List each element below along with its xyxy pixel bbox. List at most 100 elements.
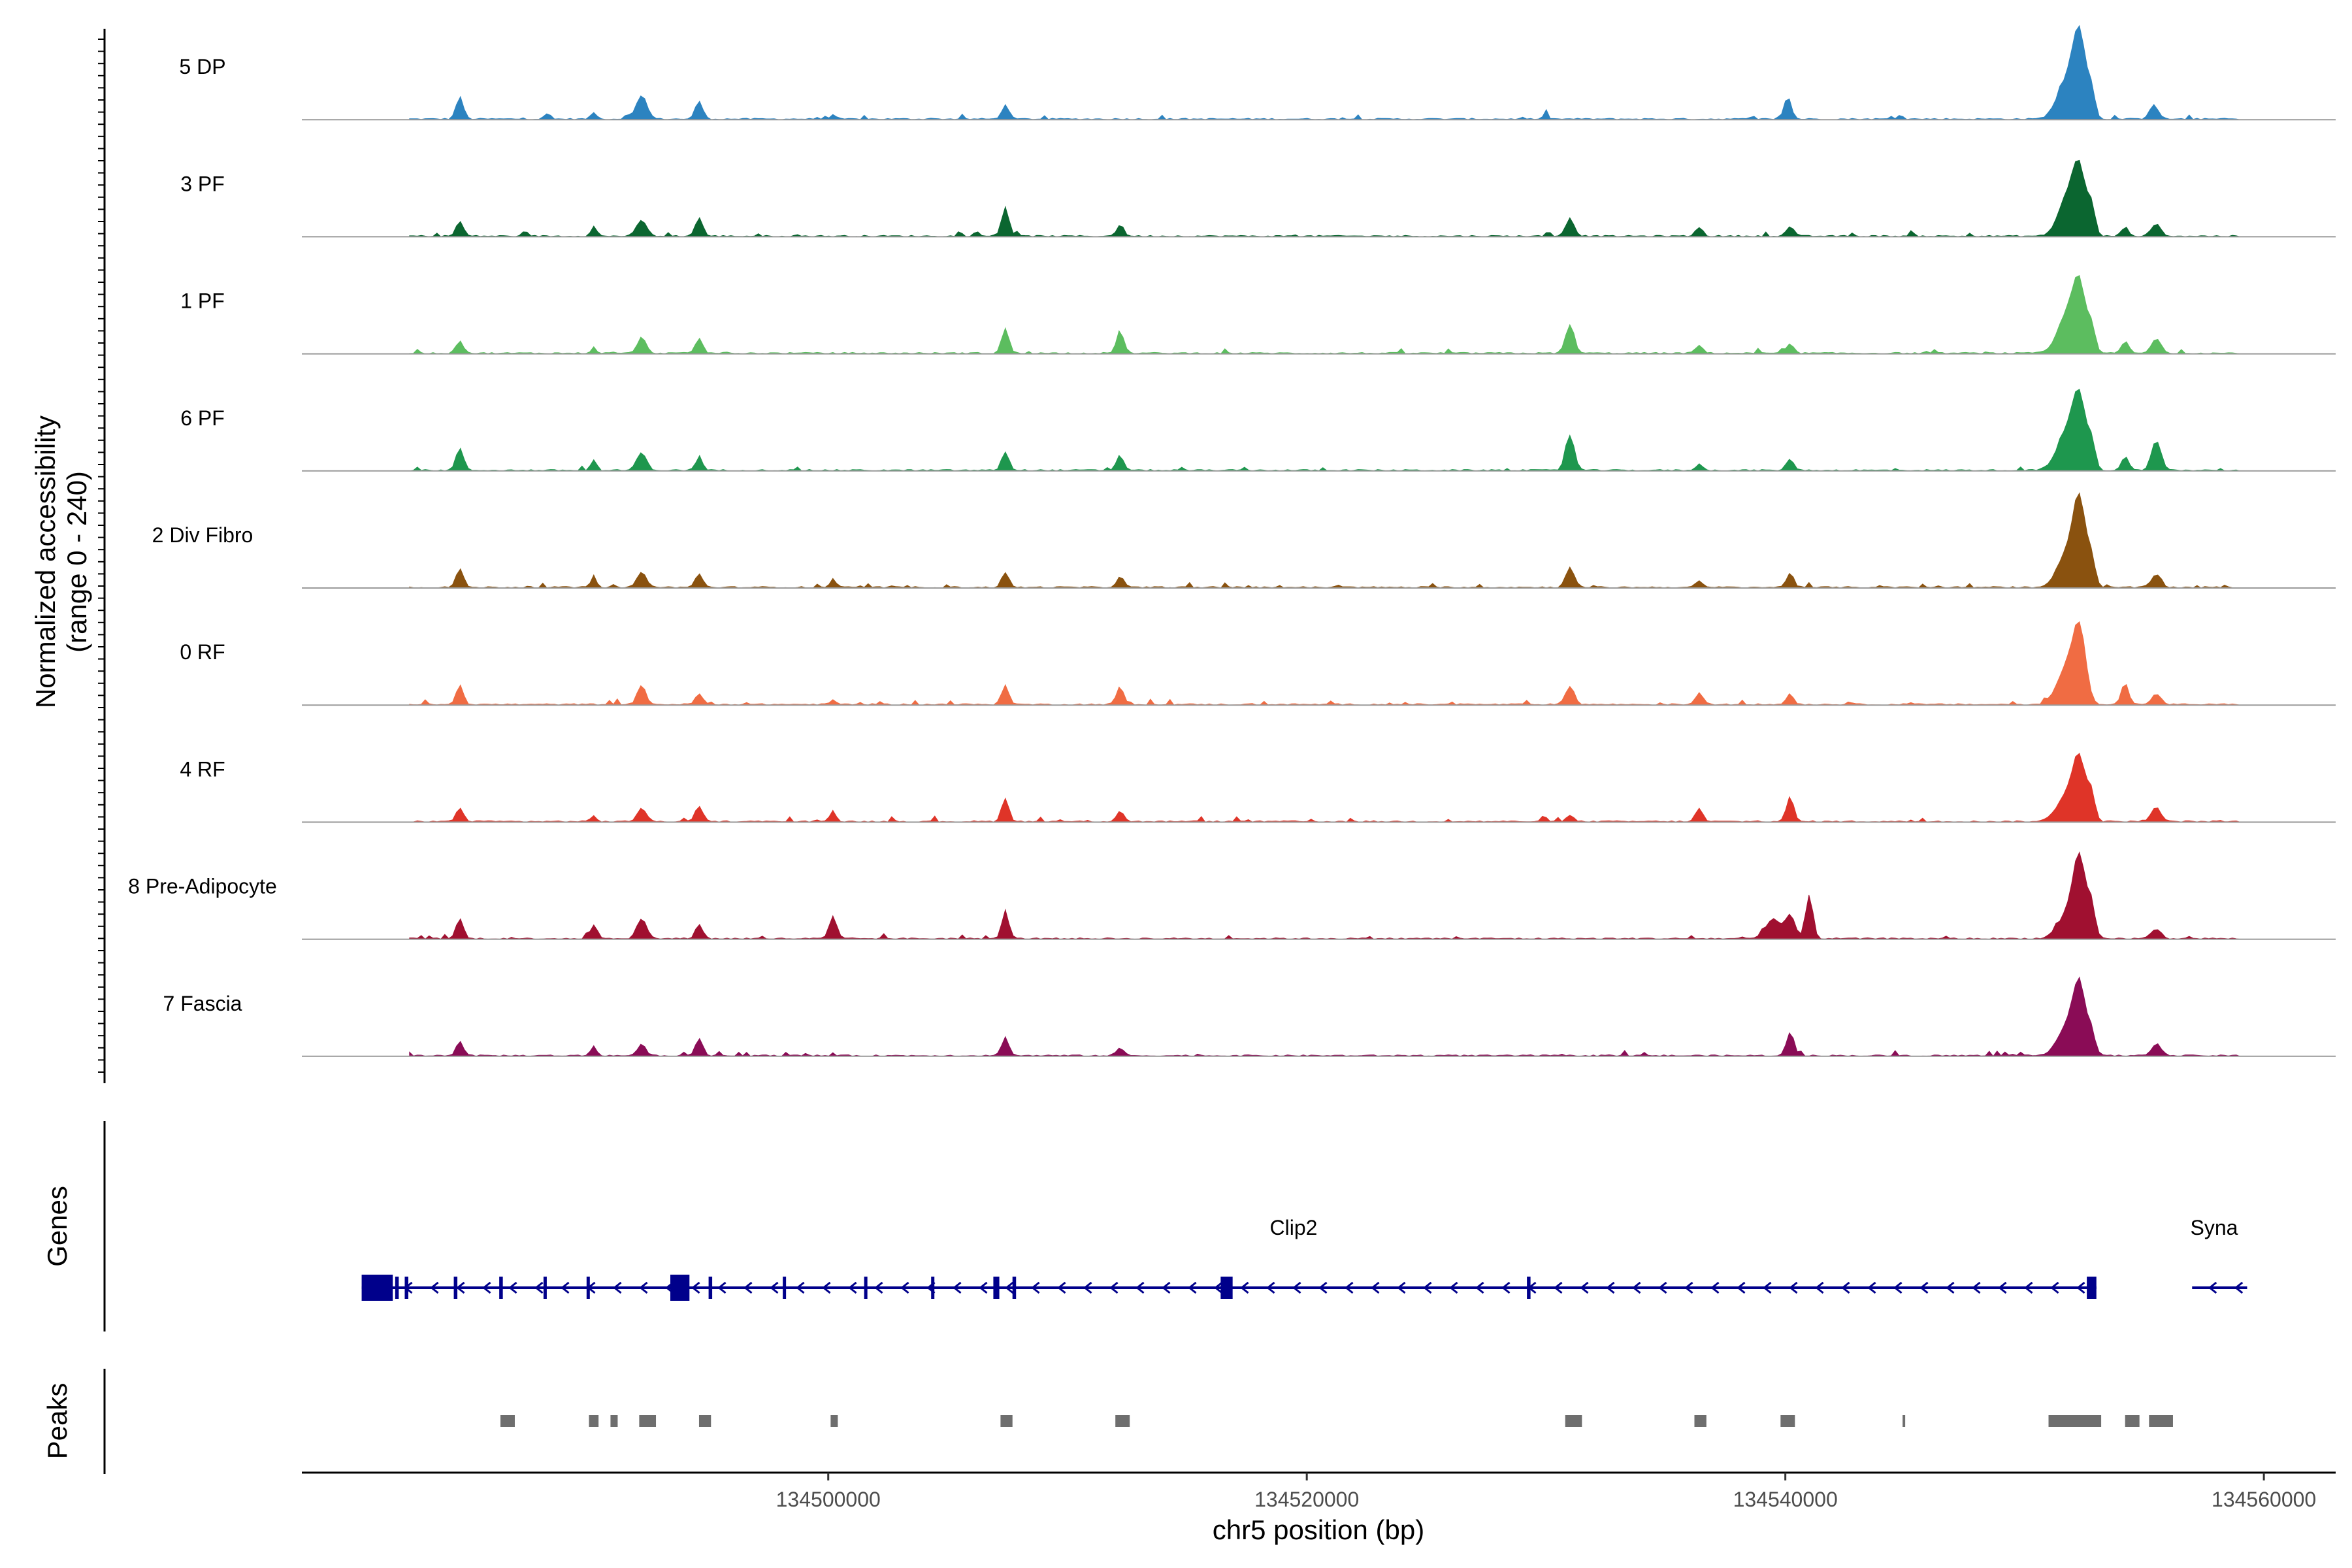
x-axis-title: chr5 position (bp) bbox=[1213, 1514, 1425, 1545]
strand-chevron bbox=[770, 1281, 779, 1294]
strand-chevron bbox=[1475, 1281, 1484, 1294]
strand-chevron bbox=[1867, 1281, 1876, 1294]
coverage-track: 0 RF bbox=[180, 621, 2336, 706]
strand-chevron bbox=[1946, 1281, 1955, 1294]
strand-chevron bbox=[2076, 1281, 2085, 1294]
gene-model: Syna bbox=[2191, 1216, 2247, 1294]
y-axis-title-line1: Normalized accessibility bbox=[30, 416, 61, 708]
strand-chevron bbox=[1214, 1281, 1223, 1294]
x-axis-tick-label: 134500000 bbox=[776, 1488, 881, 1511]
strand-chevron bbox=[717, 1281, 727, 1294]
strand-chevron bbox=[1240, 1281, 1249, 1294]
strand-chevron bbox=[1005, 1281, 1014, 1294]
strand-chevron bbox=[1031, 1281, 1040, 1294]
strand-chevron bbox=[639, 1281, 648, 1294]
coverage-area bbox=[302, 492, 2240, 589]
strand-chevron bbox=[1318, 1281, 1328, 1294]
track-label: 0 RF bbox=[180, 640, 225, 664]
strand-chevron bbox=[2050, 1281, 2059, 1294]
strand-chevron bbox=[1606, 1281, 1615, 1294]
genes-axis-title: Genes bbox=[42, 1186, 73, 1267]
coverage-area bbox=[302, 159, 2240, 237]
peaks-axis-title: Peaks bbox=[42, 1383, 73, 1460]
strand-chevron bbox=[1893, 1281, 1903, 1294]
x-axis-ticks: 134500000 134520000 134540000 134560000 bbox=[776, 1473, 2316, 1511]
coverage-track: 1 PF bbox=[180, 274, 2336, 355]
gene-exon bbox=[1012, 1277, 1017, 1299]
strand-chevron bbox=[1554, 1281, 1563, 1294]
strand-chevron bbox=[1972, 1281, 1981, 1294]
gene-name-label: Syna bbox=[2191, 1216, 2238, 1239]
track-label: 5 DP bbox=[179, 55, 225, 78]
x-axis-tick-label: 134520000 bbox=[1254, 1488, 1359, 1511]
strand-chevron bbox=[430, 1281, 439, 1294]
coverage-area bbox=[302, 389, 2240, 472]
gene-exon bbox=[543, 1277, 547, 1299]
strand-chevron bbox=[1109, 1281, 1119, 1294]
strand-chevron bbox=[691, 1281, 700, 1294]
strand-chevron bbox=[1501, 1281, 1511, 1294]
track-label: 7 Fascia bbox=[163, 992, 242, 1015]
track-label: 2 Div Fibro bbox=[152, 523, 253, 547]
strand-chevron bbox=[1998, 1281, 2007, 1294]
coverage-area bbox=[302, 753, 2240, 823]
strand-chevron bbox=[796, 1281, 805, 1294]
gene-exon bbox=[993, 1277, 1000, 1299]
strand-chevron bbox=[1371, 1281, 1380, 1294]
track-label: 4 RF bbox=[180, 757, 225, 781]
coverage-track: 2 Div Fibro bbox=[152, 492, 2336, 589]
strand-chevron bbox=[613, 1281, 622, 1294]
peak-region bbox=[830, 1415, 838, 1427]
strand-chevron bbox=[534, 1281, 544, 1294]
gene-exon bbox=[1527, 1277, 1531, 1299]
peak-region bbox=[1000, 1415, 1013, 1427]
gene-exon bbox=[2087, 1277, 2097, 1299]
track-label: 3 PF bbox=[180, 172, 225, 195]
peak-region bbox=[500, 1415, 515, 1427]
strand-chevron bbox=[2024, 1281, 2033, 1294]
track-label: 1 PF bbox=[180, 289, 225, 313]
strand-chevron bbox=[1789, 1281, 1798, 1294]
coverage-track: 5 DP bbox=[179, 25, 2336, 121]
y-axis-title-line2: (range 0 - 240) bbox=[61, 471, 92, 653]
gene-exon bbox=[864, 1277, 868, 1299]
peak-region bbox=[1903, 1415, 1906, 1427]
strand-chevron bbox=[1292, 1281, 1301, 1294]
coverage-area bbox=[302, 25, 2240, 120]
peak-regions-track bbox=[500, 1415, 2173, 1427]
track-label: 6 PF bbox=[180, 406, 225, 430]
peak-region bbox=[1565, 1415, 1582, 1427]
strand-chevron bbox=[2234, 1281, 2244, 1294]
peak-region bbox=[2048, 1415, 2102, 1427]
coverage-area bbox=[302, 851, 2240, 940]
coverage-track: 4 RF bbox=[180, 753, 2336, 823]
strand-chevron bbox=[1632, 1281, 1641, 1294]
y-axis-ticks bbox=[98, 39, 105, 1073]
strand-chevron bbox=[1841, 1281, 1850, 1294]
gene-exon bbox=[931, 1277, 935, 1299]
strand-chevron bbox=[1397, 1281, 1406, 1294]
strand-chevron bbox=[1580, 1281, 1589, 1294]
strand-chevron bbox=[1449, 1281, 1458, 1294]
coverage-track: 7 Fascia bbox=[163, 976, 2336, 1057]
strand-chevron bbox=[508, 1281, 517, 1294]
peak-region bbox=[2149, 1415, 2173, 1427]
strand-chevron bbox=[848, 1281, 857, 1294]
strand-chevron bbox=[2208, 1281, 2217, 1294]
x-axis-tick-label: 134540000 bbox=[1733, 1488, 1838, 1511]
strand-chevron bbox=[1266, 1281, 1275, 1294]
coverage-track: 3 PF bbox=[180, 159, 2336, 238]
peak-region bbox=[639, 1415, 657, 1427]
strand-chevron bbox=[482, 1281, 491, 1294]
peak-region bbox=[589, 1415, 599, 1427]
gene-exon bbox=[361, 1275, 393, 1301]
strand-chevron bbox=[1919, 1281, 1929, 1294]
gene-exon bbox=[1220, 1277, 1233, 1299]
peak-region bbox=[1115, 1415, 1130, 1427]
coverage-area bbox=[302, 621, 2240, 706]
coverage-track: 8 Pre-Adipocyte bbox=[128, 851, 2336, 940]
peak-region bbox=[698, 1415, 711, 1427]
gene-exon bbox=[783, 1277, 787, 1299]
strand-chevron bbox=[1135, 1281, 1145, 1294]
